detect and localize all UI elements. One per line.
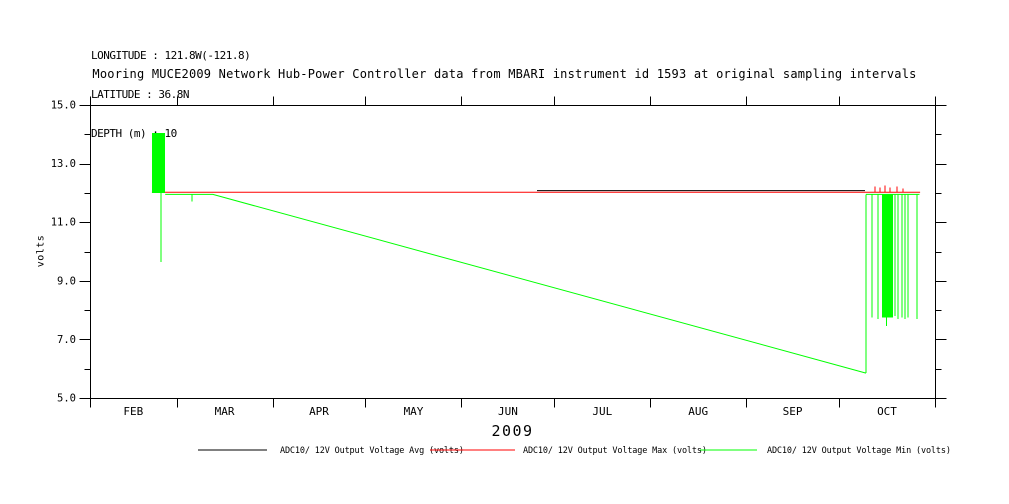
month-label: SEP [783, 405, 803, 418]
month-label: OCT [877, 405, 897, 418]
x-axis-year-label: 2009 [491, 422, 534, 440]
plot-frame [90, 105, 936, 399]
month-label: APR [309, 405, 329, 418]
ytick-label: 5.0 [57, 393, 76, 405]
coordinates-header: LONGITUDE : 121.8W(-121.8) LATITUDE : 36… [91, 23, 251, 166]
series-min-line [165, 193, 867, 374]
series-min-burst [882, 194, 893, 318]
ytick-label: 15.0 [51, 100, 76, 112]
axis-labels: 5.0 7.0 9.0 11.0 13.0 15.0 FEB MAR APR MAY JUN JUL A… [51, 100, 898, 419]
month-label: FEB [123, 405, 143, 418]
legend-label-max: ADC10/ 12V Output Voltage Max (volts) [523, 446, 707, 456]
series-min [151, 132, 920, 374]
series-max [151, 185, 921, 193]
legend-label-avg: ADC10/ 12V Output Voltage Avg (volts) [280, 446, 464, 456]
axes [79, 96, 947, 408]
latitude-text: LATITUDE : 36.8N [91, 88, 189, 101]
ytick-label: 11.0 [51, 217, 76, 229]
month-label: MAY [404, 405, 424, 418]
month-label: JUL [592, 405, 612, 418]
ytick-label: 9.0 [57, 275, 76, 287]
series-min-burst [151, 132, 166, 193]
month-label: MAR [215, 405, 235, 418]
legend-label-min: ADC10/ 12V Output Voltage Min (volts) [767, 446, 951, 456]
ytick-label: 7.0 [57, 334, 76, 346]
ytick-label: 13.0 [51, 158, 76, 170]
month-label: AUG [688, 405, 708, 418]
longitude-text: LONGITUDE : 121.8W(-121.8) [91, 49, 251, 62]
chart-title: Mooring MUCE2009 Network Hub-Power Contr… [92, 67, 917, 81]
legend: ADC10/ 12V Output Voltage Avg (volts) ADC… [198, 446, 951, 456]
month-label: JUN [498, 405, 518, 418]
